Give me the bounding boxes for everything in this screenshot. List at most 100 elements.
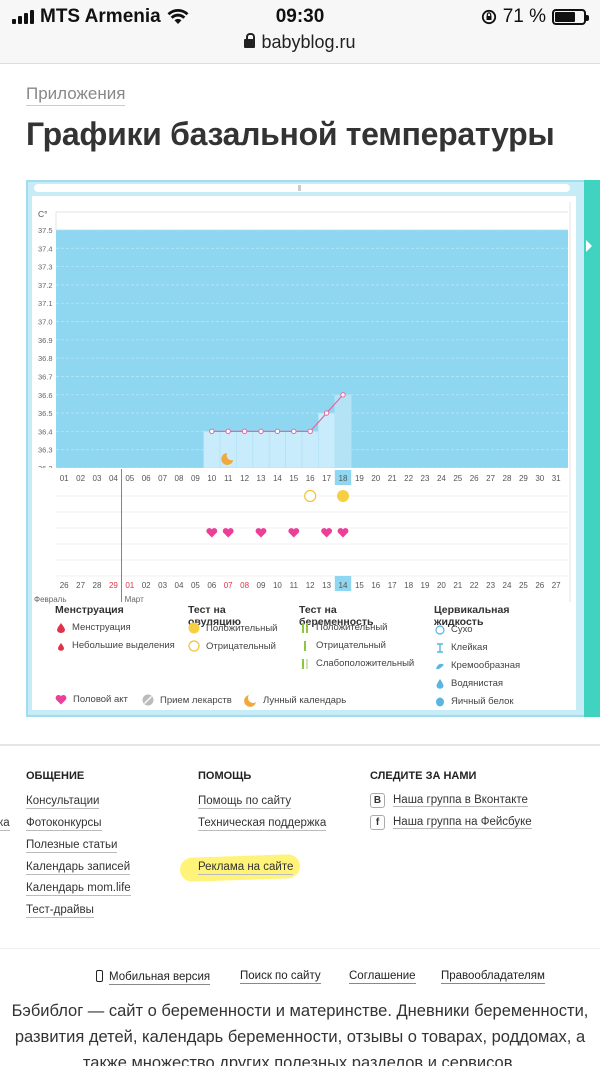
- cycle-day-label: 22: [404, 474, 413, 483]
- calendar-date-label: 13: [322, 581, 331, 590]
- footer-link-calendar[interactable]: Календарь записей: [26, 861, 131, 875]
- carrier-name: MTS Armenia: [40, 6, 161, 27]
- y-tick-label: 36.8: [38, 354, 53, 363]
- legend-item-intercourse: Половой акт: [55, 694, 128, 705]
- cycle-day-label: 30: [535, 474, 544, 483]
- pill-icon: [142, 694, 154, 706]
- y-tick-label: 37.4: [38, 244, 53, 253]
- temperature-point: [241, 428, 248, 435]
- calendar-date-label: 27: [552, 581, 561, 590]
- breadcrumb[interactable]: Приложения: [26, 84, 126, 106]
- y-tick-label: 36.3: [38, 446, 53, 455]
- calendar-date-label: 25: [519, 581, 528, 590]
- cycle-day-label: 13: [257, 474, 266, 483]
- legend-item-spotting: Небольшие выделения: [56, 640, 175, 651]
- legend-item-pregnancy-weak: Слабоположительный: [300, 658, 414, 669]
- chart-edge: [568, 196, 576, 606]
- legend-item-lunar: Лунный календарь: [244, 694, 346, 707]
- footer-link-momlife[interactable]: Календарь mom.life: [26, 882, 131, 896]
- footer-link-support[interactable]: Техническая поддержка: [198, 817, 327, 831]
- heart-icon: [288, 528, 300, 538]
- orientation-lock-icon: [481, 9, 496, 25]
- calendar-date-label: 26: [535, 581, 544, 590]
- calendar-date-label: 16: [371, 581, 380, 590]
- plot-top-band: [55, 211, 571, 231]
- cycle-day-label: 29: [519, 474, 528, 483]
- side-panel-tab[interactable]: [584, 180, 600, 717]
- cycle-day-label: 12: [240, 474, 249, 483]
- y-tick-label: 36.5: [38, 409, 53, 418]
- cycle-day-label: 28: [503, 474, 512, 483]
- cycle-day-label: 11: [224, 474, 233, 483]
- temperature-point: [258, 428, 264, 435]
- cycle-day-label: 07: [158, 474, 167, 483]
- y-tick-label: 37.1: [38, 299, 53, 308]
- carrier-area: MTS Armenia: [12, 6, 189, 28]
- footer-link-articles[interactable]: Полезные статьи: [26, 839, 118, 853]
- page-title: Графики базальной температуры: [26, 116, 555, 152]
- calendar-date-label: 28: [93, 581, 102, 590]
- legend-item-menstruation: Менструация: [56, 622, 131, 633]
- facebook-icon: f: [370, 815, 385, 830]
- cycle-day-label: 08: [175, 474, 184, 483]
- calendar-date-label: 12: [306, 581, 315, 590]
- site-description-line: развития детей, календарь беременности, …: [14, 1028, 586, 1046]
- heart-icon: [337, 528, 349, 538]
- legend-item-ovulation-negative: Отрицательный: [188, 640, 276, 652]
- calendar-date-label: 09: [257, 581, 266, 590]
- calendar-date-label: 19: [421, 581, 430, 590]
- cycle-day-label: 21: [388, 474, 397, 483]
- legend-item-sticky: Клейкая: [435, 642, 487, 653]
- y-tick-label: 37.2: [38, 281, 53, 290]
- ovulation-positive-icon: [337, 490, 349, 502]
- yellow-circle-icon: [188, 622, 200, 634]
- footer-link-consultations[interactable]: Консультации: [26, 795, 100, 809]
- sticky-icon: [437, 642, 443, 653]
- legend-cervical-title: Цервикальная жидкость: [434, 604, 510, 628]
- chevron-right-icon[interactable]: [586, 240, 592, 252]
- footer-link-test-drives[interactable]: Тест-драйвы: [26, 904, 94, 918]
- footer-link-site-help[interactable]: Помощь по сайту: [198, 795, 292, 809]
- chart-scrollbar[interactable]: [34, 184, 570, 192]
- one-stripe-icon: [304, 640, 306, 651]
- legend-menstruation-title: Менструация: [55, 604, 124, 616]
- clock: 09:30: [275, 6, 325, 27]
- wifi-icon: [167, 9, 189, 24]
- address-bar[interactable]: babyblog.ru: [0, 32, 600, 53]
- calendar-date-label: 18: [404, 581, 413, 590]
- footer-divider-2: [0, 948, 600, 949]
- chart-scroll-thumb[interactable]: [298, 185, 301, 191]
- footer-link-vk[interactable]: B Наша группа в Вконтакте: [370, 793, 528, 808]
- phone-icon: [96, 970, 103, 982]
- highlight-day-box: [334, 470, 352, 485]
- footer-link-mobile[interactable]: Мобильная версия: [96, 970, 211, 985]
- calendar-date-label: 01: [125, 581, 134, 590]
- footer-link-copyright[interactable]: Правообладателям: [441, 970, 545, 984]
- cycle-day-label: 19: [355, 474, 364, 483]
- hollow-circle-icon: [188, 640, 200, 652]
- browser-status-bar: MTS Armenia 09:30 71 % babyblog.ru: [0, 0, 600, 64]
- footer-link-fragment[interactable]: ка: [0, 817, 10, 831]
- y-tick-label: 37.5: [38, 226, 53, 235]
- cycle-day-label: 05: [125, 474, 134, 483]
- moon-icon: [244, 695, 256, 707]
- cycle-day-label: 17: [322, 474, 331, 483]
- cycle-day-label: 31: [552, 474, 561, 483]
- calendar-area: [32, 468, 576, 606]
- footer-link-agreement[interactable]: Соглашение: [349, 970, 416, 984]
- water-drop-icon: [436, 678, 444, 689]
- footer-link-photo-contests[interactable]: Фотоконкурсы: [26, 817, 102, 831]
- y-axis-unit: C°: [38, 209, 48, 219]
- site-description-line: Бэбиблог — сайт о беременности и материн…: [11, 1002, 589, 1020]
- footer-link-facebook[interactable]: f Наша группа на Фейсбуке: [370, 815, 532, 830]
- heart-icon: [206, 528, 218, 538]
- battery-percent: 71 %: [502, 6, 546, 27]
- calendar-date-label: 21: [453, 581, 462, 590]
- vk-icon: B: [370, 793, 385, 808]
- legend-item-ovulation-positive: Положительный: [188, 622, 277, 634]
- footer-divider: [0, 744, 600, 746]
- footer-link-search[interactable]: Поиск по сайту: [240, 970, 321, 984]
- creamy-icon: [436, 663, 444, 669]
- footer-link-advertising[interactable]: Реклама на сайте: [198, 861, 294, 875]
- cycle-day-label: 16: [306, 474, 315, 483]
